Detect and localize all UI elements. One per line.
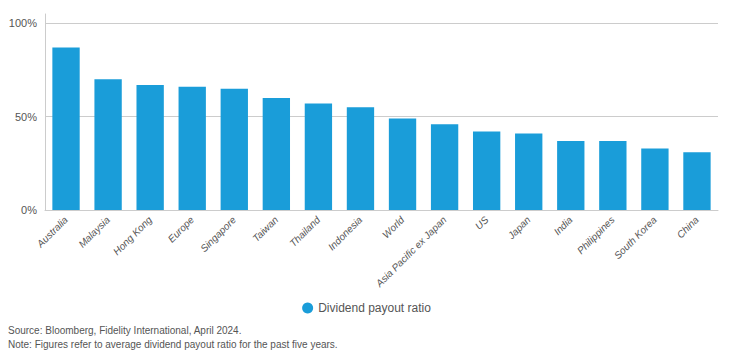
svg-text:50%: 50% (15, 111, 37, 123)
svg-text:Taiwan: Taiwan (250, 214, 280, 244)
svg-text:Note: Figures refer to average: Note: Figures refer to average dividend … (8, 339, 338, 350)
svg-text:Australia: Australia (34, 214, 70, 250)
svg-text:Malaysia: Malaysia (76, 214, 112, 250)
svg-text:Thailand: Thailand (287, 214, 322, 249)
svg-text:0%: 0% (21, 204, 37, 216)
svg-text:US: US (473, 214, 491, 232)
svg-text:Philippines: Philippines (575, 214, 617, 256)
svg-text:Indonesia: Indonesia (326, 214, 365, 253)
svg-text:South Korea: South Korea (612, 214, 659, 261)
svg-text:World: World (380, 214, 407, 241)
svg-text:Singapore: Singapore (198, 214, 238, 254)
svg-text:China: China (675, 214, 702, 241)
svg-text:100%: 100% (9, 17, 37, 29)
svg-text:Japan: Japan (505, 214, 533, 242)
svg-text:Dividend payout ratio: Dividend payout ratio (318, 301, 431, 315)
svg-text:Europe: Europe (166, 214, 197, 245)
svg-text:Asia Pacific ex Japan: Asia Pacific ex Japan (373, 214, 449, 290)
svg-text:Hong Kong: Hong Kong (111, 214, 154, 257)
svg-text:Source: Bloomberg, Fidelity In: Source: Bloomberg, Fidelity Internationa… (8, 325, 241, 336)
svg-text:India: India (552, 214, 575, 237)
